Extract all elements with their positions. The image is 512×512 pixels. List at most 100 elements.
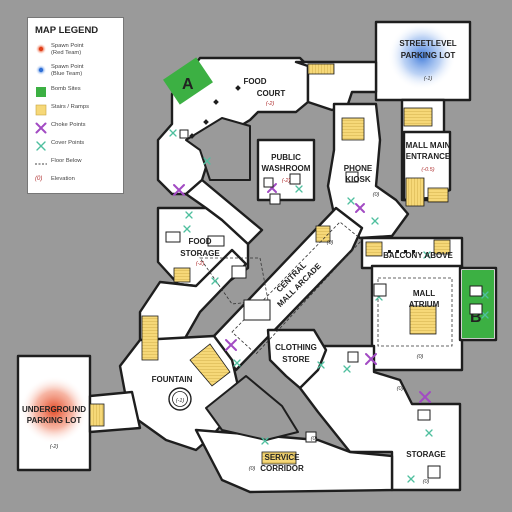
legend-blue-spawn: Spawn Point (Blue Team) bbox=[35, 64, 121, 84]
cover-point bbox=[185, 211, 193, 219]
streetlevel-parking-label-line2: PARKING LOT bbox=[401, 51, 456, 60]
cover-point bbox=[233, 359, 241, 367]
obstacle bbox=[231, 265, 247, 279]
cover-point bbox=[371, 217, 379, 225]
stairs-entrance-side bbox=[427, 187, 449, 203]
food-court-elevation: (-2) bbox=[266, 101, 275, 107]
legend-blue-spawn-label: Spawn Point (Blue Team) bbox=[51, 64, 84, 77]
service-corridor-label-line1: SERVICE bbox=[265, 453, 301, 462]
pillars bbox=[189, 85, 415, 253]
corridor-elevation: (0) bbox=[397, 386, 404, 392]
pillar bbox=[213, 99, 219, 105]
pillar bbox=[396, 250, 399, 253]
food-court-label-line2: COURT bbox=[257, 89, 286, 98]
stairs-upper-corridor bbox=[307, 63, 335, 75]
pillar bbox=[404, 250, 407, 253]
stairs-underground bbox=[89, 403, 105, 427]
legend-title: MAP LEGEND bbox=[35, 25, 99, 36]
cover-point bbox=[425, 429, 433, 437]
public-washroom-label-line2: WASHROOM bbox=[262, 164, 311, 173]
fountain-elevation: (-1) bbox=[176, 398, 185, 404]
cover-point bbox=[423, 251, 431, 259]
inner-block-2 bbox=[205, 375, 299, 441]
storage-label: STORAGE bbox=[406, 450, 446, 459]
blue-spawn-marker bbox=[388, 22, 456, 90]
pillar bbox=[412, 250, 415, 253]
legend-elevation: (0) Elevation bbox=[35, 176, 121, 196]
food-storage-label-line1: FOOD bbox=[188, 237, 211, 246]
choke-point bbox=[355, 203, 365, 213]
cover-point bbox=[261, 437, 269, 445]
food-court-label-line1: FOOD bbox=[243, 77, 266, 86]
bomb-site-b-letter: B bbox=[470, 309, 482, 326]
cover-point bbox=[481, 291, 489, 299]
cover-point bbox=[203, 157, 211, 165]
stairs-icon bbox=[35, 104, 47, 116]
central-arcade-elevation: (0) bbox=[327, 240, 334, 246]
streetlevel-parking-label-line1: STREETLEVEL bbox=[399, 39, 456, 48]
obstacle bbox=[207, 235, 225, 247]
phone-kiosk-label-line2: KIOSK bbox=[345, 175, 371, 184]
legend-stairs-label: Stairs / Ramps bbox=[51, 104, 90, 110]
legend-red-spawn-label: Spawn Point (Red Team) bbox=[51, 43, 84, 56]
obstacle bbox=[243, 299, 271, 321]
cover-point bbox=[343, 365, 351, 373]
phone-kiosk-elevation: (0) bbox=[373, 192, 380, 198]
cover-points bbox=[169, 129, 489, 483]
obstacle bbox=[179, 129, 189, 139]
red-spawn-icon bbox=[35, 43, 47, 55]
food-storage-elevation: (-2) bbox=[196, 261, 205, 267]
bomb-site-a-area[interactable] bbox=[163, 57, 213, 105]
pillar bbox=[235, 85, 241, 91]
choke-point bbox=[419, 391, 431, 403]
obstacle bbox=[269, 193, 281, 205]
clothing-store-area bbox=[266, 328, 328, 390]
legend-cover-points-label: Cover Points bbox=[51, 140, 85, 146]
obstacles bbox=[165, 129, 483, 479]
obstacle bbox=[373, 283, 387, 297]
blue-spawn-icon bbox=[35, 64, 47, 76]
streetlevel-parking-elevation: (-1) bbox=[424, 76, 433, 82]
pillar bbox=[388, 250, 391, 253]
mall-main-entrance-label-line1: MALL MAIN bbox=[406, 141, 451, 150]
bomb-site-a[interactable]: A bbox=[163, 57, 213, 105]
diagonal-corridor-upper bbox=[184, 178, 264, 246]
mall-atrium-label-line1: MALL bbox=[413, 289, 435, 298]
cover-point bbox=[169, 129, 177, 137]
legend-red-spawn: Spawn Point (Red Team) bbox=[35, 43, 121, 63]
clothing-store-label-line1: CLOTHING bbox=[275, 343, 317, 352]
floor-below-arcade bbox=[231, 221, 363, 355]
public-washroom-elevation: (-2) bbox=[282, 178, 291, 184]
stairs-kiosk-lower bbox=[405, 177, 425, 207]
choke-point bbox=[225, 339, 237, 351]
legend-bomb-sites: Bomb Sites bbox=[35, 86, 121, 106]
choke-point bbox=[173, 184, 185, 196]
bomb-site-icon bbox=[36, 87, 46, 97]
pillar bbox=[203, 119, 209, 125]
lower-area-elevation: (0) bbox=[311, 436, 318, 442]
stairs-atrium bbox=[409, 305, 437, 335]
area-labels: FOOD COURT (-2) STREETLEVEL PARKING LOT … bbox=[22, 39, 457, 485]
stairs-fountain bbox=[189, 343, 231, 387]
mall-main-entrance-elevation: (-0.5) bbox=[421, 167, 434, 173]
obstacle bbox=[289, 173, 301, 185]
legend-elevation-label: Elevation bbox=[51, 176, 75, 182]
legend-choke-points-label: Choke Points bbox=[51, 122, 86, 128]
obstacle bbox=[345, 171, 359, 183]
obstacle bbox=[263, 177, 274, 188]
cover-point bbox=[481, 311, 489, 319]
stairs-service bbox=[261, 451, 297, 465]
legend-bomb-sites-label: Bomb Sites bbox=[51, 86, 81, 92]
cover-point bbox=[183, 225, 191, 233]
wall-blocks bbox=[185, 117, 299, 441]
fountain-inner-ring bbox=[172, 391, 188, 407]
stairs-balcony-right bbox=[433, 239, 451, 255]
stairs-food-storage bbox=[173, 267, 191, 283]
legend-floor-below-label: Floor Below bbox=[51, 158, 82, 164]
obstacle bbox=[165, 231, 181, 243]
underground-parking-label-line1: UNDERGROUND bbox=[22, 405, 86, 414]
bomb-site-a-letter: A bbox=[182, 76, 194, 93]
choke-point bbox=[365, 353, 377, 365]
food-storage-label-line2: STORAGE bbox=[180, 249, 220, 258]
